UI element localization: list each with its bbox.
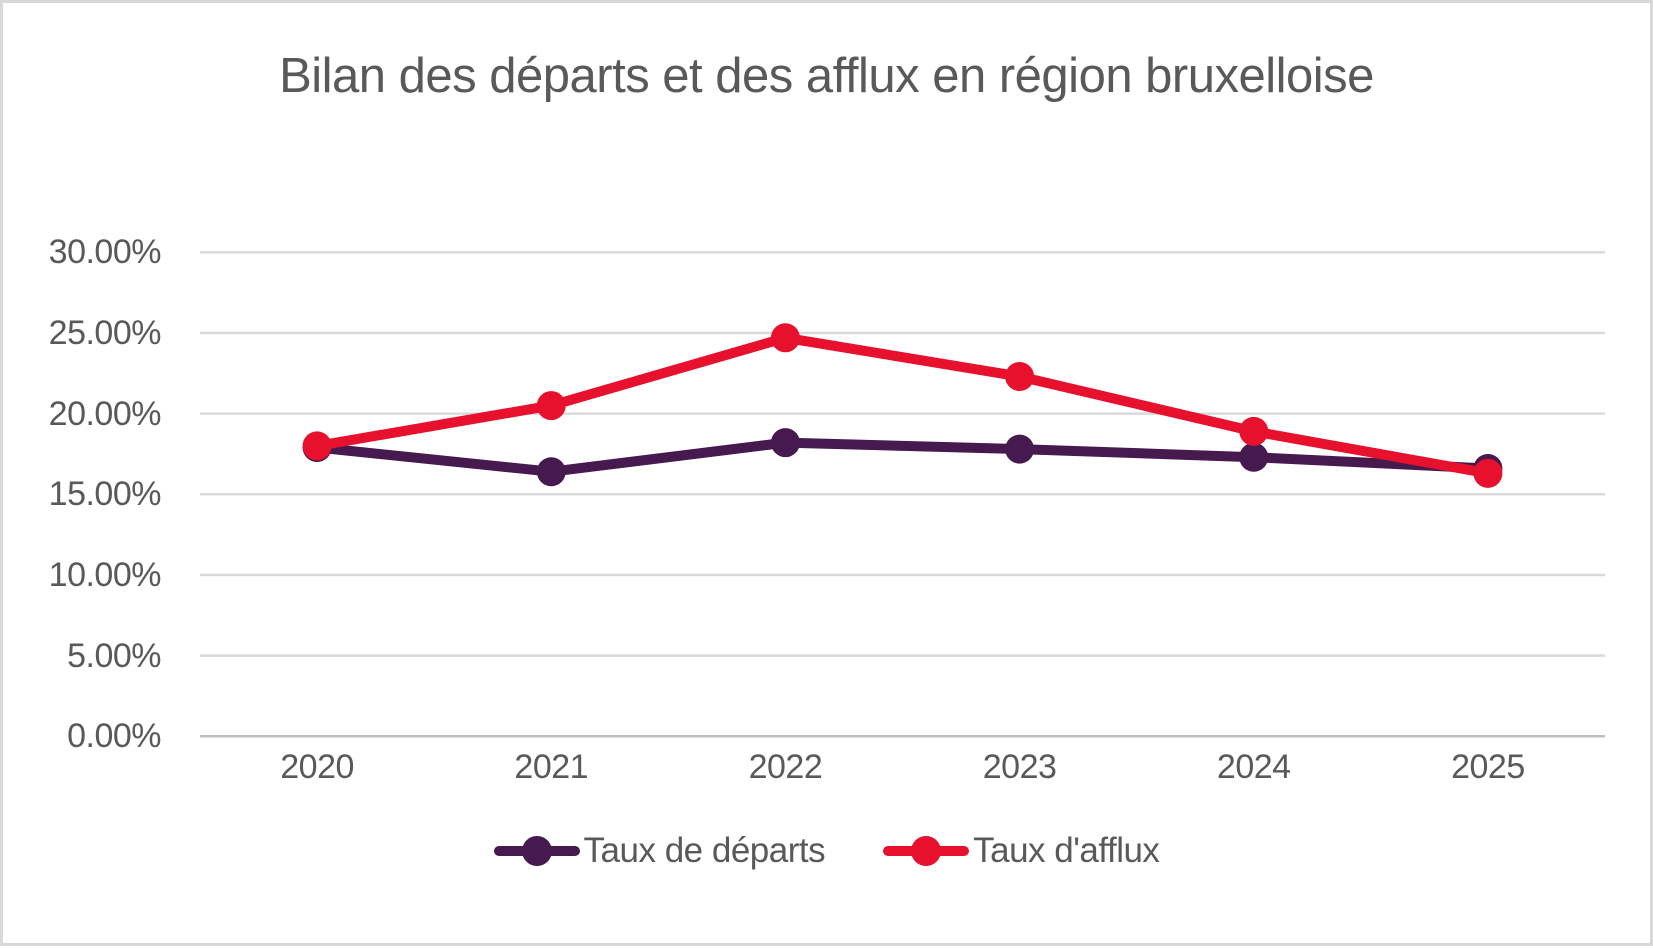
plot-area (200, 251, 1605, 738)
x-axis-tick-label: 2025 (1451, 748, 1525, 786)
data-point-marker (1005, 362, 1035, 392)
x-axis-tick-label: 2022 (748, 748, 823, 786)
legend-line-marker-icon (883, 836, 970, 866)
legend-label: Taux d'afflux (973, 831, 1160, 870)
y-axis-tick-label: 30.00% (48, 233, 162, 272)
legend-item-taux-de-departs: Taux de départs (493, 831, 826, 871)
data-point-marker (536, 391, 566, 421)
x-axis-tick-label: 2020 (280, 748, 354, 786)
legend-item-taux-d-afflux: Taux d'afflux (883, 831, 1160, 871)
x-axis-tick-label: 2021 (514, 748, 589, 786)
data-point-marker (536, 457, 566, 487)
legend-dot-icon (521, 836, 552, 866)
data-point-marker (1239, 416, 1269, 446)
data-point-marker (770, 428, 800, 458)
x-axis-tick-label: 2024 (1216, 748, 1291, 786)
data-point-marker (1239, 442, 1269, 472)
legend: Taux de départs Taux d'afflux (3, 831, 1650, 871)
y-axis-tick-label: 10.00% (48, 555, 162, 594)
legend-label: Taux de départs (583, 831, 826, 870)
chart-title-text: Bilan des départs et des afflux en régio… (279, 49, 1374, 103)
data-point-marker (1473, 458, 1503, 488)
chart-title: Bilan des départs et des afflux en régio… (3, 37, 1650, 116)
x-axis-tick-label: 2023 (982, 748, 1057, 786)
legend-line-marker-icon (493, 836, 580, 866)
data-point-marker (302, 431, 332, 461)
y-axis-tick-label: 15.00% (48, 475, 162, 514)
legend-dot-icon (911, 836, 942, 866)
series-line (312, 332, 1493, 479)
y-axis-tick-label: 25.00% (48, 313, 162, 352)
data-point-marker (1005, 434, 1035, 464)
y-axis-tick-label: 5.00% (67, 636, 161, 675)
data-point-marker (770, 323, 800, 353)
y-axis-tick-label: 20.00% (48, 394, 162, 433)
y-axis-tick-label: 0.00% (67, 717, 161, 756)
series-line (312, 437, 1493, 477)
